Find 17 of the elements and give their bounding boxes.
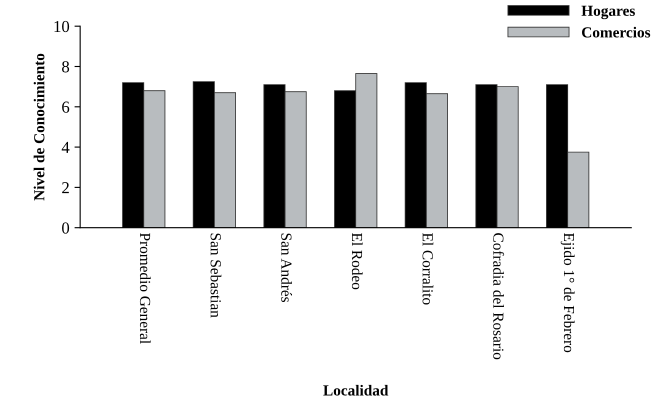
y-tick-label: 10: [54, 20, 70, 32]
x-axis-title: Localidad: [323, 384, 388, 396]
y-tick-label: 0: [62, 222, 70, 234]
legend-label: Hogares: [582, 6, 635, 20]
y-tick-label: 2: [62, 182, 69, 194]
y-tick-label: 4: [62, 142, 70, 153]
x-tick-label: El Corralito: [422, 232, 434, 305]
y-tick-label: 8: [62, 61, 70, 72]
legend-label: Comercios: [582, 26, 650, 38]
x-tick-label: Cofradia del Rosario: [493, 233, 504, 360]
y-tick-label: 6: [62, 102, 70, 113]
y-axis-title: Nivel de Conocimiento: [34, 54, 44, 200]
x-tick-label: San Andrés: [281, 234, 292, 302]
x-tick-label: El Rodeo: [352, 232, 363, 290]
x-tick-label: San Sebastian: [210, 234, 222, 318]
x-tick-label: Promedio General: [140, 232, 151, 344]
x-tick-label: Ejido 1° de Febrero: [560, 232, 575, 352]
